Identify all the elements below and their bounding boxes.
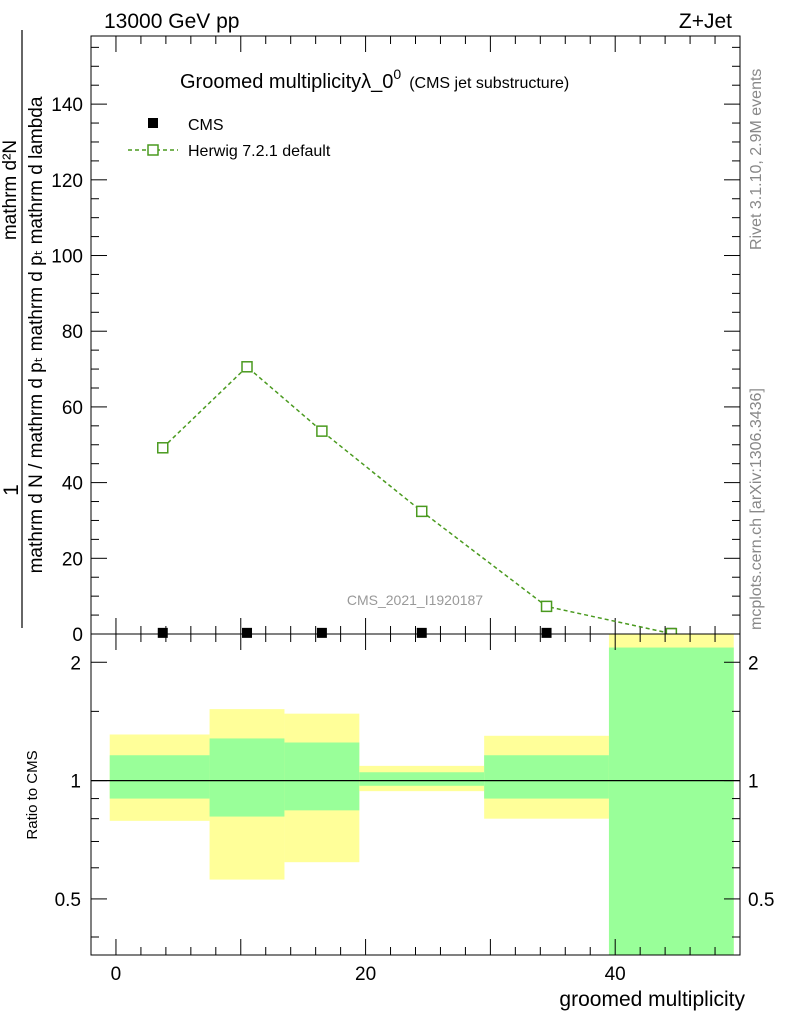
ratio-ytick-label-right: 2 bbox=[748, 653, 759, 674]
ratio-ytick-label-right: 0.5 bbox=[748, 890, 774, 911]
main-ytick-label: 120 bbox=[51, 171, 83, 192]
legend-cms-marker bbox=[148, 118, 158, 128]
plot-title-main: Groomed multiplicityλ_0 bbox=[180, 71, 393, 93]
cms-point bbox=[157, 627, 168, 638]
cms-point bbox=[541, 627, 552, 638]
ratio-inner-band bbox=[109, 755, 210, 799]
xaxis-label: groomed multiplicity bbox=[559, 988, 745, 1011]
ratio-inner-band bbox=[359, 772, 485, 786]
legend-herwig-label: Herwig 7.2.1 default bbox=[188, 143, 331, 160]
ratio-ytick-label-left: 2 bbox=[70, 653, 81, 674]
analysis-tag: CMS_2021_I1920187 bbox=[347, 592, 483, 608]
main-ytick-label: 80 bbox=[62, 322, 83, 343]
main-plot-ticks: 0 20 40 60 80 100 120 140 bbox=[51, 36, 740, 646]
energy-label: 13000 GeV pp bbox=[104, 10, 239, 33]
ylabel-denominator: mathrm d N / mathrm d pₜ mathrm d pₜ mat… bbox=[26, 96, 47, 573]
main-ylabel: 1 mathrm d N / mathrm d pₜ mathrm d pₜ m… bbox=[0, 30, 47, 628]
main-ytick-label: 20 bbox=[62, 549, 83, 570]
ratio-ylabel: Ratio to CMS bbox=[24, 750, 41, 839]
main-ytick-label: 140 bbox=[51, 95, 83, 116]
ylabel-numerator: 1 bbox=[0, 484, 23, 496]
ratio-inner-band bbox=[284, 742, 360, 811]
main-ytick-label: 0 bbox=[72, 625, 83, 646]
xtick-label: 40 bbox=[605, 964, 626, 985]
ratio-plot-ticks: 0.5 0.51 12 20 20 40 bbox=[55, 634, 774, 985]
cms-point bbox=[316, 627, 327, 638]
main-ytick-label: 100 bbox=[51, 247, 83, 268]
mcplots-label: mcplots.cern.ch [arXiv:1306.3436] bbox=[748, 388, 765, 630]
plot-title-suffix: (CMS jet substructure) bbox=[409, 75, 569, 92]
main-ytick-label: 60 bbox=[62, 398, 83, 419]
herwig-point bbox=[157, 442, 169, 454]
rivet-label: Rivet 3.1.10, 2.9M events bbox=[748, 69, 765, 250]
herwig-line bbox=[162, 365, 672, 635]
plot-title-sup: 0 bbox=[393, 66, 401, 82]
ratio-bands bbox=[91, 634, 740, 955]
ratio-ytick-label-right: 1 bbox=[748, 772, 759, 793]
ratio-ytick-label-left: 1 bbox=[70, 772, 81, 793]
ratio-inner-band bbox=[209, 738, 285, 817]
plot-title: Groomed multiplicityλ_00 (CMS jet substru… bbox=[180, 66, 569, 93]
ratio-ytick-label-left: 0.5 bbox=[55, 890, 81, 911]
ratio-inner-band bbox=[484, 755, 609, 799]
legend-herwig-marker bbox=[147, 144, 159, 156]
cms-point bbox=[242, 627, 253, 638]
xtick-label: 20 bbox=[355, 964, 376, 985]
ratio-inner-band bbox=[608, 647, 734, 955]
process-label: Z+Jet bbox=[679, 10, 732, 33]
herwig-point bbox=[415, 505, 428, 518]
cms-point bbox=[416, 627, 427, 638]
herwig-point bbox=[241, 361, 253, 373]
xtick-label: 0 bbox=[111, 964, 122, 985]
herwig-point bbox=[540, 600, 553, 613]
main-ytick-label: 40 bbox=[62, 474, 83, 495]
herwig-point bbox=[316, 425, 328, 437]
legend-cms-label: CMS bbox=[188, 117, 224, 134]
legend: CMS Herwig 7.2.1 default bbox=[128, 117, 331, 160]
ylabel-frac2-top: mathrm d²N bbox=[0, 140, 21, 240]
